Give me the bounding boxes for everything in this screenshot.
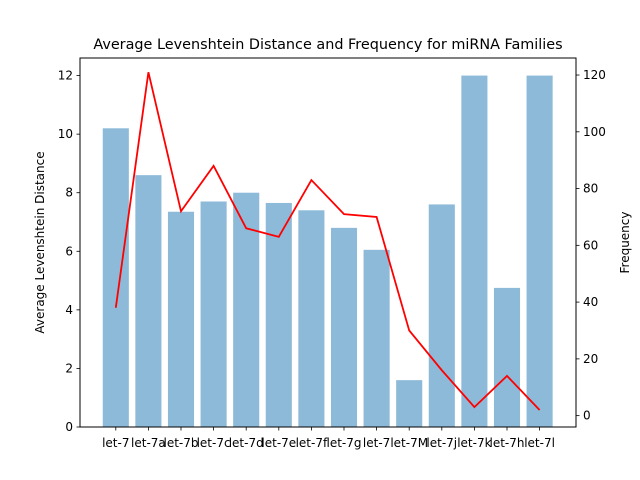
bar-let-7 <box>102 128 129 428</box>
y-tick-label: 2 <box>65 361 73 375</box>
x-tick-label: let-7b <box>163 436 198 450</box>
x-tick-label: let-7M <box>390 436 428 450</box>
x-tick-label: let-7j <box>426 436 457 450</box>
bar-let-7i <box>363 249 390 427</box>
bar-let-7l <box>526 75 553 428</box>
plot-frame <box>79 57 577 428</box>
x-tick-label: let-7e <box>261 436 296 450</box>
y-axis-right: 0 20 40 60 80 100 120 <box>576 68 606 423</box>
bar-let-7b <box>167 211 195 427</box>
y2-tick-label: 40 <box>583 295 598 309</box>
bar-let-7a <box>135 175 162 427</box>
y-tick-label: 10 <box>58 127 73 141</box>
x-tick-label: let-7 <box>102 436 129 450</box>
y2-tick-label: 20 <box>583 352 598 366</box>
y-tick-label: 12 <box>58 69 73 83</box>
x-tick-label: let-7 <box>363 436 390 450</box>
x-tick-label: let-7h <box>490 436 525 450</box>
bar-let-7g <box>330 227 358 427</box>
bar-let-7d <box>233 192 260 427</box>
y-axis-right-label: Frequency <box>618 212 632 274</box>
chart-title: Average Levenshtein Distance and Frequen… <box>93 37 562 53</box>
x-tick-label: let-7l <box>524 436 555 450</box>
bar-let-7m <box>396 380 423 427</box>
y2-tick-label: 80 <box>583 182 598 196</box>
y-tick-label: 6 <box>65 244 73 258</box>
bar-let-7e <box>265 202 292 427</box>
x-tick-label: let-7c <box>197 436 231 450</box>
x-tick-label: let-7a <box>131 436 166 450</box>
bar-let-7k <box>461 75 488 428</box>
y2-tick-label: 100 <box>583 125 606 139</box>
x-tick-label: let-7f <box>296 436 328 450</box>
x-tick-label: let-7g <box>326 436 361 450</box>
y2-tick-label: 120 <box>583 68 606 82</box>
frequency-line <box>114 71 541 411</box>
bar-let-7c <box>200 201 227 427</box>
y2-tick-label: 0 <box>583 409 591 423</box>
y-axis-left: 0 2 4 6 8 10 12 <box>58 69 80 434</box>
y-tick-label: 8 <box>65 186 73 200</box>
x-tick-label: let-7d <box>229 436 264 450</box>
y-tick-label: 0 <box>65 420 73 434</box>
bar-let-7j <box>428 204 455 427</box>
y2-tick-label: 60 <box>583 238 598 252</box>
x-tick-label: let-7k <box>457 436 491 450</box>
y-tick-label: 4 <box>65 303 73 317</box>
bar-let-7f <box>298 210 325 427</box>
bar-let-7h <box>493 287 521 427</box>
y-axis-left-label: Average Levenshtein Distance <box>33 151 47 333</box>
bars-group <box>102 75 553 428</box>
